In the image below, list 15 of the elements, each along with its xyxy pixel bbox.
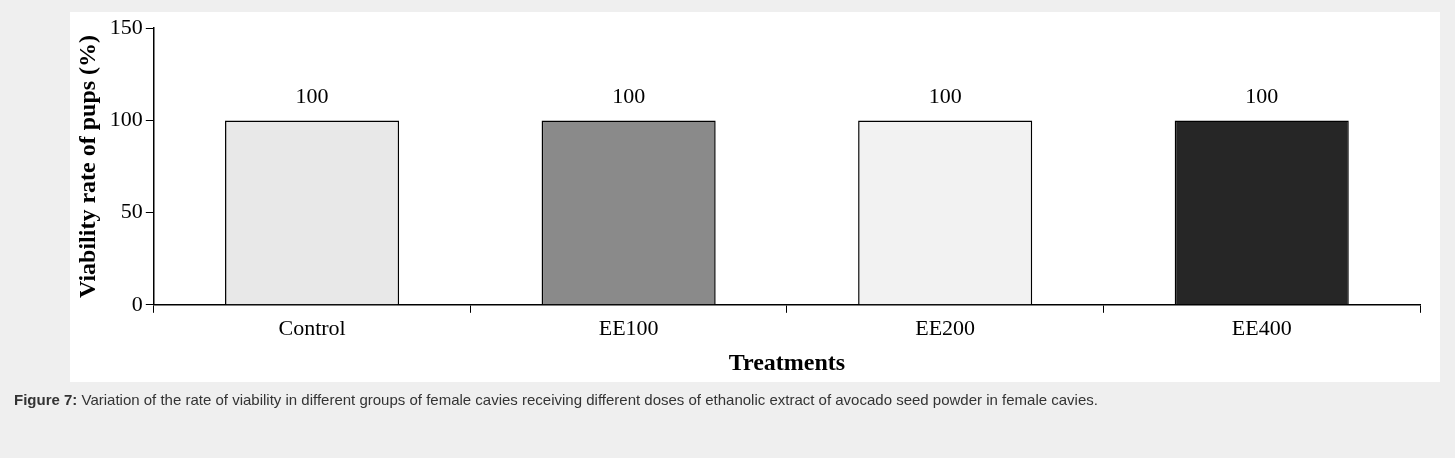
y-tick-label: 100 [109, 106, 143, 132]
y-tick-label: 50 [120, 198, 143, 224]
y-tick-label: 150 [109, 13, 143, 39]
x-axis-title: Treatments [728, 348, 846, 375]
data-label: 100 [1245, 83, 1279, 109]
x-tick-label: EE400 [1231, 314, 1292, 340]
data-label: 100 [928, 83, 962, 109]
data-label: 100 [295, 83, 329, 109]
x-tick-label: EE100 [598, 314, 659, 340]
x-tick-label: EE200 [915, 314, 976, 340]
y-axis-title: Viability rate of pups (%) [73, 34, 100, 299]
y-tick-label: 0 [131, 290, 143, 316]
x-tick-label: Control [278, 314, 346, 340]
caption: Figure 7: Variation of the rate of viability in different groups of female cavies receiving different doses of ethanolic extract of avocado seed powder in female cavies. [14, 390, 1099, 409]
data-label: 100 [612, 83, 646, 109]
